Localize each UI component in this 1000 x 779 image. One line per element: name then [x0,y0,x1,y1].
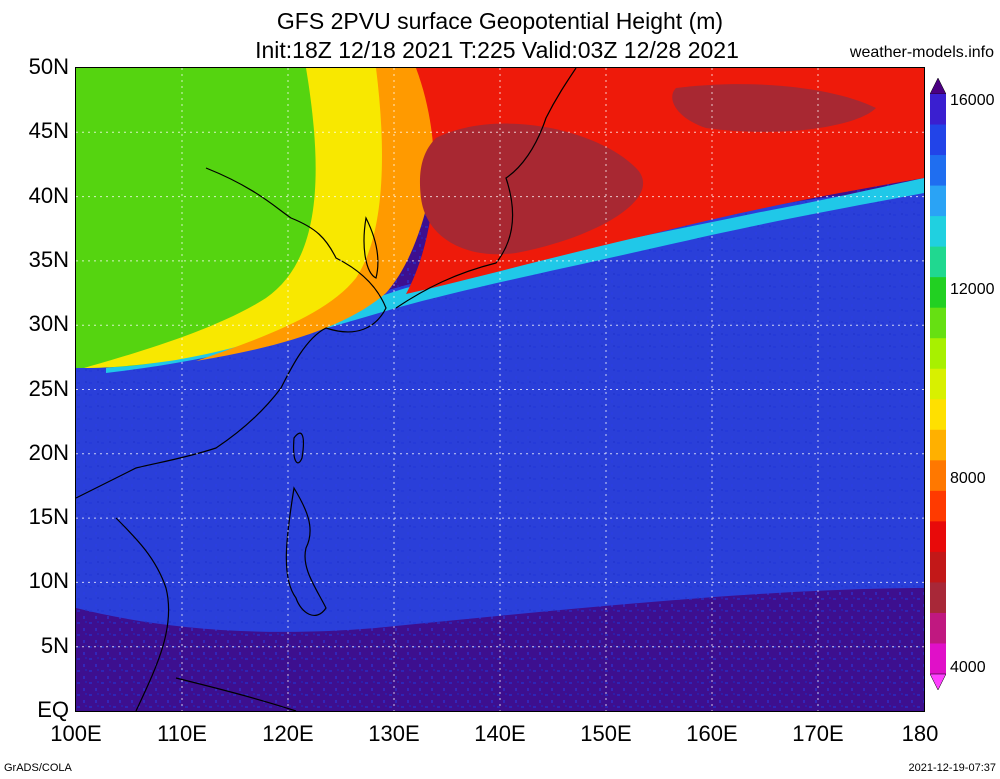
footer-timestamp: 2021-12-19-07:37 [908,762,996,774]
colorbar-label-16000: 16000 [950,92,995,109]
lat-label-10n: 10N [28,568,69,593]
lat-label-45n: 45N [28,118,69,143]
indochina-coastline [115,517,170,711]
lat-label-35n: 35N [28,247,69,272]
colorbar-swatch [930,460,946,492]
lat-lon-gridlines [76,68,924,711]
map-plot-area [75,67,925,712]
lat-label-15n: 15N [28,504,69,529]
philippines-coastline [285,486,327,616]
korea-coastline [363,216,379,279]
lon-label-100e: 100E [50,721,102,746]
colorbar-swatch [930,216,946,248]
colorbar-swatch [930,338,946,370]
colorbar-label-4000: 4000 [950,659,986,676]
colorbar [930,78,946,690]
footer-software: GrADS/COLA [4,762,72,774]
height-field-orange [196,68,439,361]
colorbar-swatch [930,399,946,431]
map-canvas [76,68,924,711]
source-credit: weather-models.info [849,44,994,61]
lon-label-180: 180 [901,721,939,746]
coastlines [76,68,577,711]
colorbar-label-12000: 12000 [950,281,995,298]
taiwan-coastline [293,432,305,464]
lon-label-120e: 120E [262,721,314,746]
colorbar-swatch [930,582,946,614]
colorbar-swatch [930,124,946,156]
lat-label-5n: 5N [40,633,69,658]
colorbar-swatch [930,185,946,217]
height-field-yellow [84,68,407,368]
lat-label-20n: 20N [28,440,69,465]
japan-coastline [395,68,577,309]
colorbar-swatch [930,521,946,553]
lon-label-150e: 150E [580,721,632,746]
colorbar-swatch [930,155,946,187]
lon-label-160e: 160E [686,721,738,746]
lon-label-110e: 110E [157,721,207,746]
lon-label-130e: 130E [368,721,420,746]
lat-label-eq: EQ [37,697,69,722]
colorbar-top-arrow [930,78,946,95]
lat-label-30n: 30N [28,311,69,336]
lat-label-50n: 50N [28,54,69,79]
lon-label-140e: 140E [474,721,526,746]
height-field-green [76,68,376,368]
lon-label-170e: 170E [792,721,844,746]
colorbar-bottom-arrow [930,673,946,690]
map-title: GFS 2PVU surface Geopotential Height (m) [276,8,724,34]
colorbar-label-8000: 8000 [950,470,986,487]
colorbar-swatch [930,307,946,339]
colorbar-swatch [930,246,946,278]
lat-label-25n: 25N [28,376,69,401]
height-field-darkred-east [672,84,876,132]
china-coastline [76,167,387,499]
colorbar-swatch [930,429,946,461]
map-subtitle: Init:18Z 12/18 2021 T:225 Valid:03Z 12/2… [255,37,739,63]
colorbar-swatch [930,277,946,309]
borneo-coastline [175,677,297,711]
height-field-darkred [419,123,644,255]
colorbar-swatch [930,368,946,400]
colorbar-swatch [930,94,946,126]
colorbar-swatch [930,551,946,583]
lat-label-40n: 40N [28,183,69,208]
colorbar-swatch [930,490,946,522]
colorbar-swatch [930,612,946,644]
colorbar-swatch [930,643,946,675]
